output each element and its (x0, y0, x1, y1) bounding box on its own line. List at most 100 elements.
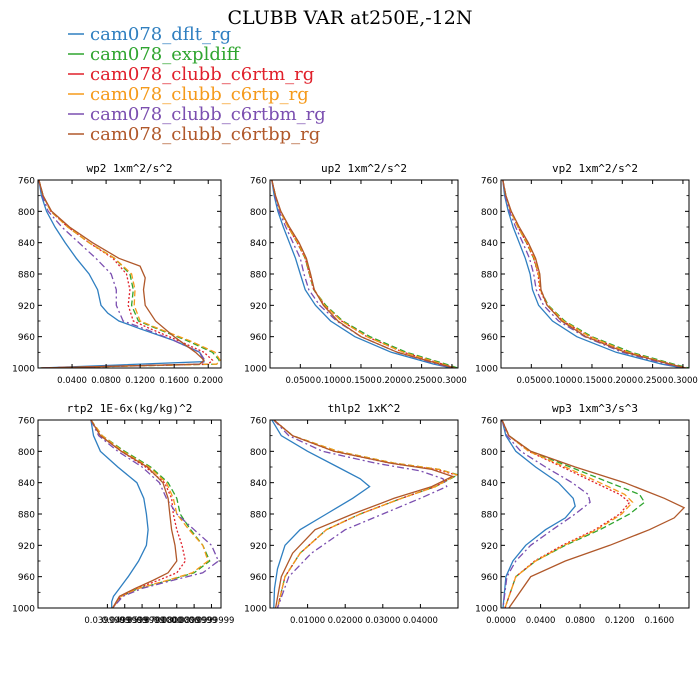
x-tick-label: 0.1000 (316, 376, 346, 386)
x-tick-label: 0.0399999 (84, 616, 130, 626)
series-line-dflt (271, 180, 453, 368)
panel-title: thlp2 1xK^2 (328, 402, 401, 415)
y-tick-label: 760 (18, 177, 35, 187)
series-line-c6rtbp (501, 420, 686, 608)
panel-title: up2 1xm^2/s^2 (321, 162, 407, 175)
y-tick-label: 840 (250, 479, 267, 489)
y-tick-label: 1000 (475, 605, 498, 615)
x-tick-label: 0.1200 (605, 616, 635, 626)
plot-frame (37, 179, 222, 369)
series-line-c6rtbp (38, 180, 205, 368)
series-line-dflt (271, 420, 371, 608)
y-tick-label: 920 (250, 302, 267, 312)
series-line-expldiff (90, 420, 211, 608)
x-tick-label: 0.0499999 (102, 616, 148, 626)
y-tick-label: 840 (481, 479, 498, 489)
series-line-c6rtp (501, 420, 634, 608)
legend: cam078_dflt_rgcam078_expldiffcam078_club… (68, 24, 326, 145)
plot-frame (37, 419, 222, 609)
y-tick-label: 920 (481, 302, 498, 312)
x-tick-label: 0.01000 (290, 616, 325, 626)
y-tick-label: 760 (250, 177, 267, 187)
y-tick-label: 800 (250, 208, 267, 218)
y-tick-label: 880 (481, 271, 498, 281)
x-tick-label: 0.1500 (346, 376, 376, 386)
series-line-expldiff (501, 420, 646, 608)
legend-label: cam078_clubb_c6rtbp_rg (90, 124, 320, 145)
y-tick-label: 960 (250, 333, 267, 343)
legend-item-dflt: cam078_dflt_rg (68, 24, 231, 45)
y-tick-label: 960 (481, 573, 498, 583)
plot-frame (269, 179, 459, 369)
x-tick-label: 0.1000 (547, 376, 577, 386)
series-line-dflt (502, 180, 684, 368)
series-line-c6rtm (90, 420, 187, 608)
x-tick-label: 0.0800 (565, 616, 595, 626)
y-tick-label: 1000 (12, 365, 35, 375)
chart-panel-1: wp2 1xm^2/s^2 760 800 840 880 920 960 1000 0.040… (12, 162, 223, 386)
y-tick-label: 920 (481, 542, 498, 552)
y-tick-label: 880 (18, 511, 35, 521)
series-line-c6rtbp (273, 420, 455, 608)
legend-label: cam078_clubb_c6rtm_rg (90, 64, 314, 85)
series-line-c6rtp (502, 180, 687, 368)
x-tick-label: 0.1500 (577, 376, 607, 386)
x-tick-label: 0.2000 (376, 376, 406, 386)
y-tick-label: 920 (18, 302, 35, 312)
legend-label: cam078_clubb_c6rtp_rg (90, 84, 309, 105)
y-tick-label: 1000 (475, 365, 498, 375)
y-tick-label: 880 (18, 271, 35, 281)
series-line-dflt (501, 420, 576, 608)
x-tick-label: 0.0899999 (171, 616, 217, 626)
y-tick-label: 1000 (244, 365, 267, 375)
series-line-c6rtbm (90, 420, 220, 608)
plot-frame (269, 419, 459, 609)
legend-item-c6rtm: cam078_clubb_c6rtm_rg (68, 64, 314, 85)
x-tick-label: 0.02000 (328, 616, 363, 626)
x-tick-label: 0.2000 (607, 376, 637, 386)
y-tick-label: 840 (250, 239, 267, 249)
y-tick-label: 760 (481, 417, 498, 427)
y-tick-label: 960 (18, 573, 35, 583)
y-tick-label: 800 (250, 448, 267, 458)
series-line-c6rtp (38, 180, 221, 368)
x-tick-label: 0.0500 (285, 376, 315, 386)
series-line-c6rtbm (273, 420, 448, 608)
x-tick-label: 0.0000 (486, 616, 516, 626)
series-line-c6rtbp (271, 180, 456, 368)
x-tick-label: 0.0800000 (154, 616, 200, 626)
panels: wp2 1xm^2/s^2 760 800 840 880 920 960 1000 0.040… (12, 162, 698, 626)
series-line-c6rtbp (502, 180, 687, 368)
legend-item-c6rtbm: cam078_clubb_c6rtbm_rg (68, 104, 326, 125)
y-tick-label: 840 (481, 239, 498, 249)
series-line-c6rtbm (501, 420, 591, 608)
series-line-c6rtbp (90, 420, 178, 608)
panel-title: wp2 1xm^2/s^2 (86, 162, 172, 175)
y-tick-label: 880 (250, 511, 267, 521)
x-tick-label: 0.1600 (644, 616, 674, 626)
legend-item-c6rtbp: cam078_clubb_c6rtbp_rg (68, 124, 320, 145)
panel-title: wp3 1xm^3/s^3 (552, 402, 638, 415)
series-line-c6rtp (90, 420, 209, 608)
x-tick-label: 0.3000 (437, 376, 467, 386)
series-line-c6rtbm (38, 180, 206, 368)
x-tick-label: 0.0400 (526, 616, 556, 626)
x-tick-label: 0.0500 (516, 376, 546, 386)
x-tick-label: 0.0599999 (119, 616, 165, 626)
series-line-expldiff (38, 180, 221, 368)
series-line-c6rtbm (502, 180, 684, 368)
y-tick-label: 960 (250, 573, 267, 583)
y-tick-label: 800 (18, 448, 35, 458)
y-tick-label: 920 (18, 542, 35, 552)
y-tick-label: 800 (18, 208, 35, 218)
y-tick-label: 1000 (244, 605, 267, 615)
figure-title: CLUBB VAR at250E,-12N (228, 7, 473, 29)
y-tick-label: 920 (250, 542, 267, 552)
chart-panel-3: vp2 1xm^2/s^2 760 800 840 880 920 960 1000 0.050… (475, 162, 698, 386)
x-tick-label: 0.04000 (403, 616, 438, 626)
y-tick-label: 800 (481, 208, 498, 218)
x-tick-label: 0.1600 (159, 376, 189, 386)
x-tick-label: 0.3000 (668, 376, 698, 386)
chart-panel-2: up2 1xm^2/s^2 760 800 840 880 920 960 1000 0.050… (244, 162, 467, 386)
